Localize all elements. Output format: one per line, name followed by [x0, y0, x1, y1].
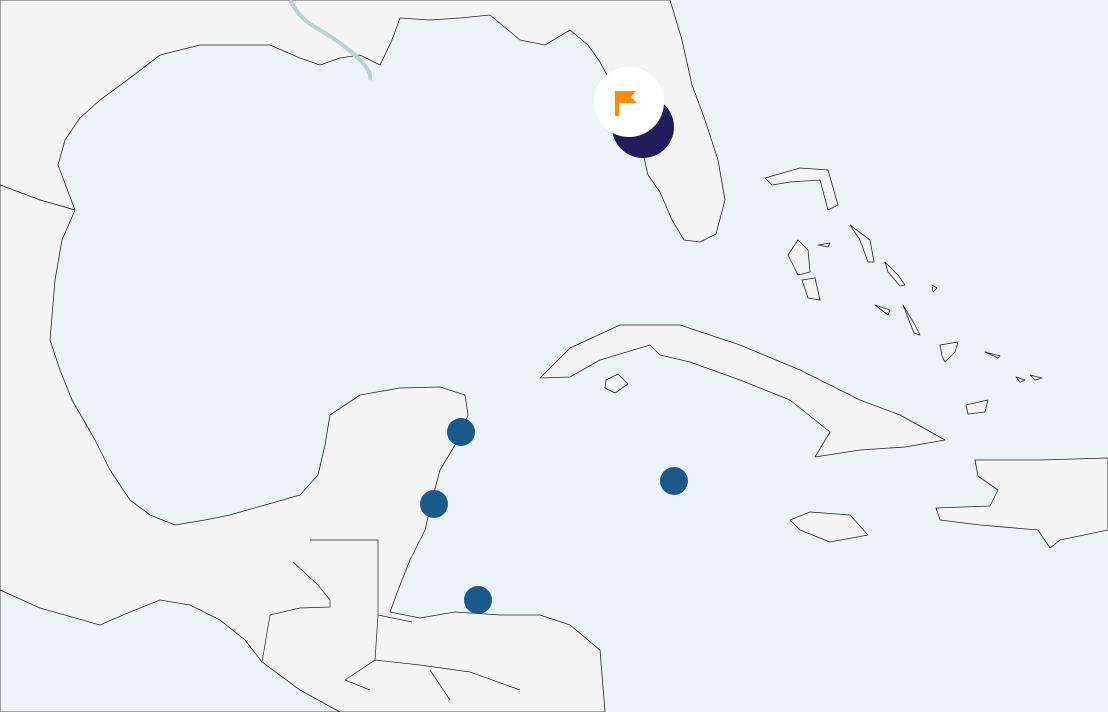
location-marker[interactable]: [420, 490, 448, 518]
land-mexico-central-america: [0, 184, 606, 712]
land-bahamas: [764, 167, 1043, 415]
location-marker[interactable]: [447, 418, 475, 446]
selected-location-marker[interactable]: [594, 67, 674, 158]
country-borders: [261, 539, 521, 701]
land-usa: [0, 0, 726, 243]
location-marker[interactable]: [464, 586, 492, 614]
land-cuba: [539, 324, 946, 458]
river: [288, 0, 373, 81]
pacific-ocean: [0, 589, 341, 712]
land-jamaica: [789, 511, 869, 543]
location-marker[interactable]: [660, 467, 688, 495]
land-hispaniola: [935, 457, 1108, 549]
land-isla-juventud: [604, 373, 629, 394]
flag-icon: [615, 91, 637, 116]
